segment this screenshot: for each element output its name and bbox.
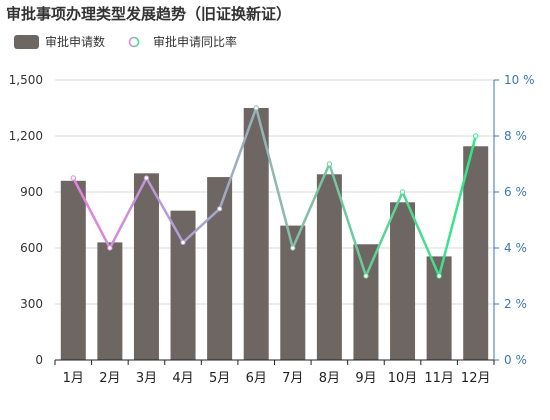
yoy-rate-point-11[interactable] — [436, 273, 442, 279]
yoy-rate-point-4[interactable] — [180, 239, 186, 246]
yoy-rate-point-7[interactable] — [290, 245, 296, 251]
bar-2[interactable] — [97, 242, 123, 360]
y-right-tick-label: 10 % — [504, 73, 535, 87]
yoy-rate-point-10[interactable] — [399, 189, 406, 195]
x-tick-label: 5月 — [209, 371, 230, 386]
x-tick-label: 8月 — [319, 371, 340, 386]
x-tick-label: 7月 — [282, 371, 303, 386]
bar-3[interactable] — [133, 173, 159, 360]
x-tick-label: 4月 — [172, 371, 193, 386]
x-tick-label: 11月 — [424, 371, 454, 386]
bar-6[interactable] — [243, 108, 269, 360]
yoy-rate-point-1[interactable] — [70, 175, 76, 181]
bar-8[interactable] — [316, 174, 342, 360]
x-tick-label: 1月 — [63, 371, 84, 386]
bar-10[interactable] — [390, 202, 416, 360]
bar-12[interactable] — [463, 146, 489, 360]
y-left-tick-label: 600 — [20, 241, 43, 255]
x-tick-label: 9月 — [355, 371, 376, 386]
yoy-rate-point-2[interactable] — [107, 245, 113, 251]
bar-5[interactable] — [207, 177, 233, 360]
bar-9[interactable] — [353, 244, 379, 360]
legend-item-yoy-rate[interactable]: 审批申请同比率 — [121, 33, 237, 50]
y-right-tick-label: 8 % — [504, 129, 527, 143]
y-right-tick-label: 6 % — [504, 185, 527, 199]
x-tick-label: 3月 — [136, 371, 157, 386]
y-left-tick-label: 1,200 — [9, 129, 43, 143]
y-left-tick-label: 900 — [20, 185, 43, 199]
x-tick-label: 2月 — [99, 371, 120, 386]
legend-label-applications: 审批申请数 — [45, 35, 106, 49]
yoy-rate-point-9[interactable] — [363, 273, 369, 279]
y-left-tick-label: 1,500 — [9, 73, 43, 87]
chart-title: 审批事项办理类型发展趋势（旧证换新证） — [6, 5, 292, 23]
y-left-tick-label: 0 — [35, 353, 43, 367]
x-tick-label: 6月 — [246, 371, 267, 386]
y-right-tick-label: 4 % — [504, 241, 527, 255]
yoy-rate-point-3[interactable] — [143, 175, 150, 181]
x-tick-label: 10月 — [388, 371, 418, 386]
yoy-rate-point-12[interactable] — [473, 133, 479, 139]
y-right-tick-label: 2 % — [504, 297, 527, 311]
legend-label-yoy-rate: 审批申请同比率 — [153, 35, 238, 49]
yoy-rate-point-5[interactable] — [216, 206, 223, 212]
legend-line-swatch — [121, 36, 148, 47]
legend-bar-swatch — [14, 34, 39, 49]
yoy-rate-point-8[interactable] — [326, 161, 333, 167]
y-right-tick-label: 0 % — [504, 353, 527, 367]
legend-item-applications[interactable]: 审批申请数 — [14, 33, 105, 50]
y-left-tick-label: 300 — [20, 297, 43, 311]
x-tick-label: 12月 — [461, 371, 491, 386]
bar-1[interactable] — [60, 180, 86, 360]
yoy-rate-point-6[interactable] — [253, 105, 259, 111]
yoy-rate-line — [72, 106, 477, 278]
chart-legend: 审批申请数 审批申请同比率 — [14, 33, 253, 50]
